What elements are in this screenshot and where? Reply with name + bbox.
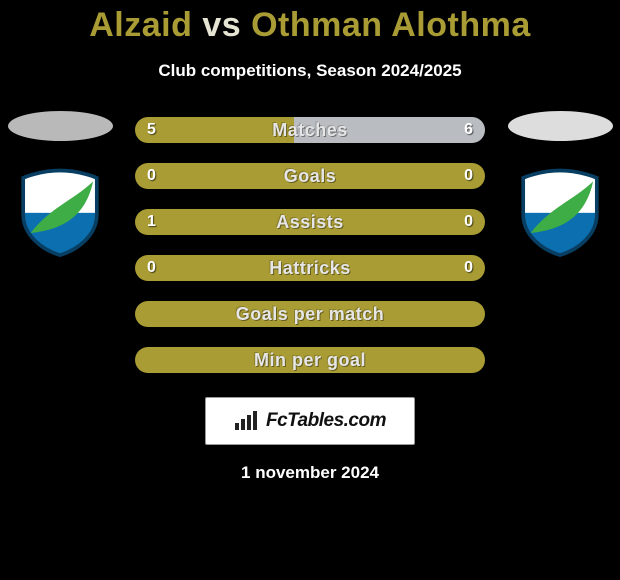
stat-value-left: 0 <box>135 163 168 189</box>
stat-bars: Matches56Goals00Assists10Hattricks00Goal… <box>135 117 485 373</box>
stat-label: Matches <box>135 117 485 143</box>
stat-value-left: 1 <box>135 209 168 235</box>
stat-row: Min per goal <box>135 347 485 373</box>
stat-row: Goals per match <box>135 301 485 327</box>
title-vs: vs <box>192 6 251 44</box>
stat-label: Goals <box>135 163 485 189</box>
date-label: 1 november 2024 <box>241 463 379 483</box>
chart-area: Matches56Goals00Assists10Hattricks00Goal… <box>0 117 620 373</box>
stat-label: Hattricks <box>135 255 485 281</box>
stat-label: Goals per match <box>135 301 485 327</box>
stat-value-left: 0 <box>135 255 168 281</box>
brand-badge: FcTables.com <box>205 397 415 445</box>
stat-row: Matches5 6 <box>135 117 485 143</box>
title-player-left: Alzaid <box>89 6 192 44</box>
player-right-photo <box>508 111 613 141</box>
club-badge-left <box>14 165 106 257</box>
stat-row: Assists1 0 <box>135 209 485 235</box>
stat-row: Hattricks0 0 <box>135 255 485 281</box>
title-player-right: Othman Alothma <box>251 6 531 44</box>
stat-value-left: 5 <box>135 117 168 143</box>
stat-row: Goals0 0 <box>135 163 485 189</box>
stat-value-right: 0 <box>452 163 485 189</box>
stat-value-right: 0 <box>452 255 485 281</box>
player-right-column <box>500 117 620 257</box>
stat-value-right: 0 <box>452 209 485 235</box>
page-title: Alzaid vs Othman Alothma <box>89 6 530 45</box>
subtitle: Club competitions, Season 2024/2025 <box>158 61 461 81</box>
player-left-photo <box>8 111 113 141</box>
club-badge-right <box>514 165 606 257</box>
chart-icon <box>234 410 260 432</box>
stat-label: Min per goal <box>135 347 485 373</box>
brand-text: FcTables.com <box>266 410 386 432</box>
comparison-infographic: Alzaid vs Othman Alothma Club competitio… <box>0 0 620 580</box>
stat-value-right: 6 <box>452 117 485 143</box>
player-left-column <box>0 117 120 257</box>
stat-label: Assists <box>135 209 485 235</box>
